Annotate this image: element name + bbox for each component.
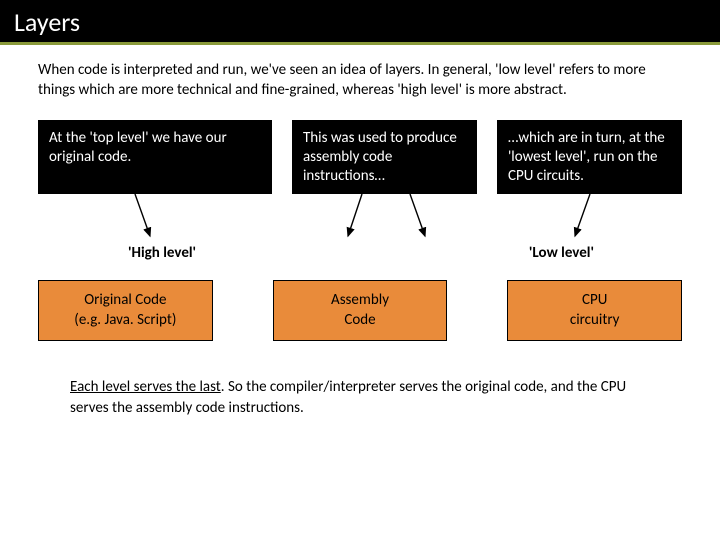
black-box-cpu: …which are in turn, at the 'lowest level… xyxy=(497,120,682,194)
orange-boxes-row: Original Code (e.g. Java. Script) Assemb… xyxy=(0,262,720,341)
arrow-svg xyxy=(0,194,720,244)
slide-title: Layers xyxy=(14,6,706,38)
intro-paragraph: When code is interpreted and run, we've … xyxy=(0,45,720,100)
orange-box-line: Assembly xyxy=(282,291,439,311)
footer-paragraph: Each level serves the last. So the compi… xyxy=(0,341,720,418)
orange-box-assembly: Assembly Code xyxy=(273,280,448,341)
high-level-label: 'High level' xyxy=(128,244,196,262)
low-level-label: 'Low level' xyxy=(529,244,594,262)
slide-header: Layers xyxy=(0,0,720,45)
arrows-region xyxy=(0,194,720,244)
black-box-assembly: This was used to produce assembly code i… xyxy=(292,120,477,194)
black-box-original-code: At the 'top level' we have our original … xyxy=(38,120,272,194)
footer-underlined: Each level serves the last xyxy=(70,378,221,396)
orange-box-line: Code xyxy=(282,311,439,331)
orange-box-line: Original Code xyxy=(47,291,204,311)
orange-box-line: circuitry xyxy=(516,311,673,331)
orange-box-line: (e.g. Java. Script) xyxy=(47,311,204,331)
level-labels-row: 'High level' 'Low level' xyxy=(0,244,720,262)
orange-box-line: CPU xyxy=(516,291,673,311)
orange-box-original-code: Original Code (e.g. Java. Script) xyxy=(38,280,213,341)
top-black-boxes-row: At the 'top level' we have our original … xyxy=(0,100,720,194)
orange-box-cpu: CPU circuitry xyxy=(507,280,682,341)
